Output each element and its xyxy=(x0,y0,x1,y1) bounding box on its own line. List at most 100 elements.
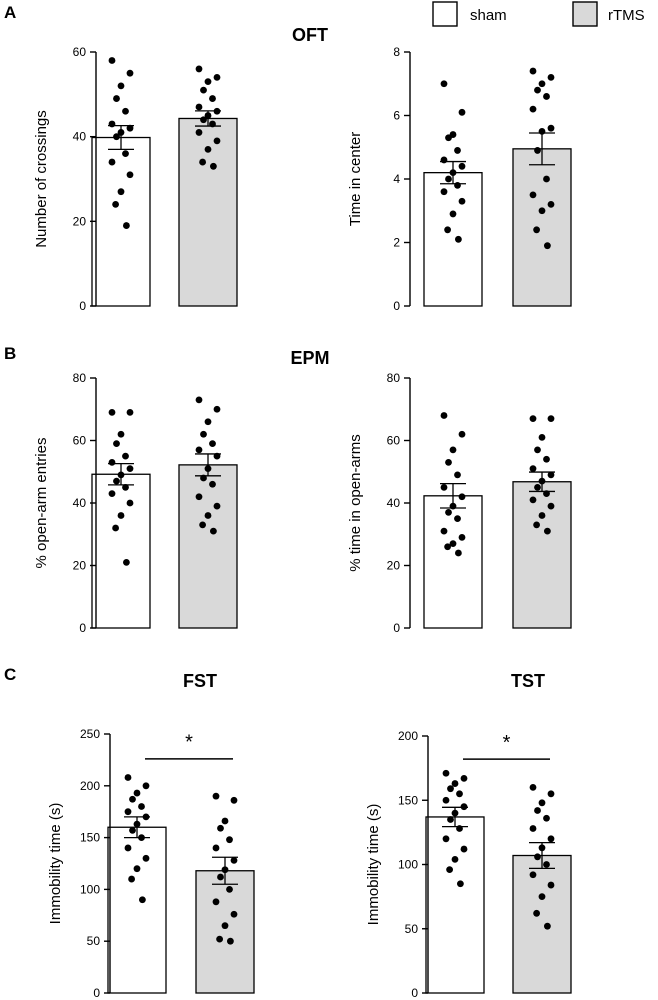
data-point xyxy=(133,789,141,797)
y-tick-label: 0 xyxy=(79,621,86,635)
data-point xyxy=(543,455,550,463)
legend-swatch-rtms xyxy=(572,1,598,27)
data-point xyxy=(212,792,220,800)
data-point xyxy=(112,201,119,208)
data-point xyxy=(544,242,551,250)
data-point xyxy=(204,465,212,473)
data-point xyxy=(226,836,233,844)
y-tick-label: 250 xyxy=(80,727,100,741)
data-point xyxy=(213,405,221,413)
data-point xyxy=(212,844,220,852)
data-point xyxy=(200,116,207,124)
data-point xyxy=(533,521,540,529)
data-point xyxy=(204,418,212,426)
legend-label-sham: sham xyxy=(470,7,507,24)
y-axis-label: Immobility time (s) xyxy=(47,803,64,925)
data-point xyxy=(139,896,146,904)
data-point xyxy=(442,769,450,777)
data-point xyxy=(458,493,466,501)
data-point xyxy=(221,922,229,930)
panel-letter-a: A xyxy=(4,3,16,22)
data-point xyxy=(534,853,541,861)
bar-sham xyxy=(107,826,167,994)
data-point xyxy=(142,854,150,862)
data-point xyxy=(543,861,550,868)
data-point xyxy=(117,129,125,136)
data-point xyxy=(195,103,203,111)
data-point xyxy=(543,93,550,100)
data-point xyxy=(138,834,145,841)
data-point xyxy=(538,844,546,852)
data-point xyxy=(547,790,555,798)
data-point xyxy=(216,935,224,943)
data-point xyxy=(449,210,457,218)
section-title-tst: TST xyxy=(511,671,545,691)
data-point xyxy=(126,499,134,507)
bar-rtms xyxy=(512,481,572,629)
y-tick-label: 60 xyxy=(387,434,401,448)
data-point xyxy=(544,527,551,535)
data-point xyxy=(538,512,546,519)
data-point xyxy=(455,549,462,557)
data-point xyxy=(113,133,120,141)
data-point xyxy=(458,533,466,541)
y-tick-label: 0 xyxy=(411,986,418,1000)
bar-sham xyxy=(423,171,483,307)
data-point xyxy=(440,80,448,88)
data-point xyxy=(454,181,461,189)
data-point xyxy=(449,502,457,510)
data-point xyxy=(213,137,221,145)
data-point xyxy=(124,774,132,781)
data-point xyxy=(538,80,546,88)
chart-oft-center: 0 2 4 6 8 Time in center xyxy=(347,45,572,313)
data-point xyxy=(440,188,448,196)
data-point xyxy=(129,795,136,803)
data-point xyxy=(529,784,537,791)
data-point xyxy=(210,527,217,535)
data-point xyxy=(446,866,453,874)
data-point xyxy=(210,162,217,170)
data-point xyxy=(442,835,450,843)
data-point xyxy=(108,490,116,498)
data-point xyxy=(538,893,546,901)
section-title-epm: EPM xyxy=(290,348,329,368)
data-point xyxy=(117,82,125,90)
y-tick-label: 200 xyxy=(80,779,100,793)
data-point xyxy=(547,835,555,843)
y-tick-label: 6 xyxy=(393,109,400,123)
y-tick-label: 40 xyxy=(387,496,401,510)
legend-swatch-sham xyxy=(432,1,458,27)
data-point xyxy=(213,452,221,460)
chart-epm-entries: 0 20 40 60 80 % open-arm entries xyxy=(33,371,238,635)
y-tick-label: 20 xyxy=(73,559,87,573)
y-tick-label: 20 xyxy=(387,559,401,573)
data-point xyxy=(126,465,134,473)
y-axis-label: Time in center xyxy=(347,132,364,226)
data-point xyxy=(124,844,132,852)
data-point xyxy=(195,446,203,454)
data-point xyxy=(529,67,537,75)
data-point xyxy=(108,158,116,166)
data-point xyxy=(117,471,125,479)
section-title-fst: FST xyxy=(183,671,217,691)
data-point xyxy=(213,74,221,81)
data-point xyxy=(460,845,468,853)
data-point xyxy=(458,162,466,170)
data-point xyxy=(200,430,207,438)
data-point xyxy=(451,780,459,787)
legend-label-rtms: rTMS xyxy=(608,7,645,24)
y-tick-label: 4 xyxy=(393,172,400,186)
data-point xyxy=(204,512,212,519)
data-point xyxy=(547,201,555,208)
y-tick-label: 100 xyxy=(398,858,418,872)
data-point xyxy=(457,880,464,888)
data-point xyxy=(221,817,229,825)
data-point xyxy=(195,65,203,73)
y-tick-label: 8 xyxy=(393,45,400,59)
data-point xyxy=(547,415,555,423)
y-tick-label: 100 xyxy=(80,882,100,896)
significance-star: * xyxy=(503,732,511,754)
data-point xyxy=(126,408,134,416)
data-point xyxy=(444,543,451,551)
data-point xyxy=(226,886,233,893)
